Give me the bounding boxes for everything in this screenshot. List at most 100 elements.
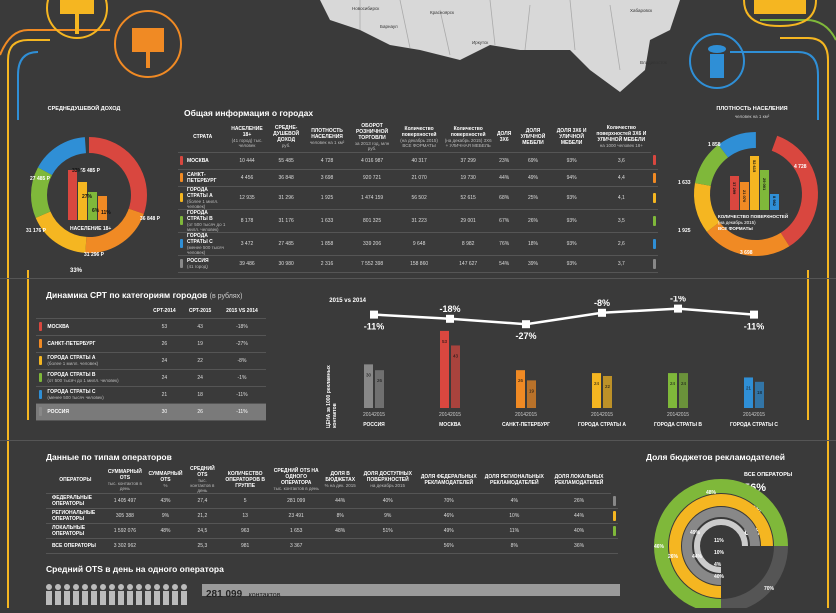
col-sub: на 1000 человек 18+ (599, 143, 643, 149)
table-cell: 2 316 (305, 255, 349, 273)
table-cell: 9% (359, 508, 417, 524)
table-cell: -11% (217, 386, 266, 404)
density-title: ПЛОТНОСТЬ НАСЕЛЕНИЯ (716, 106, 788, 112)
map-city: Хабаровск (630, 8, 653, 13)
cpt-bar-label: 22 (605, 384, 611, 389)
table-cell: 27,4 (185, 493, 219, 509)
table-row: РОССИЯ 30 26 -11% (36, 403, 266, 421)
table-cell: 18% (514, 232, 552, 256)
table-cell: 69% (514, 152, 552, 170)
col-sub: (41 город) тыс. человек (231, 137, 263, 148)
col-title: Количество поверхностей 3Х6 И УЛИЧНОЙ МЕ… (596, 125, 647, 144)
table-cell: 67% (493, 209, 515, 233)
density-ring-label: 3 698 (740, 250, 753, 256)
table-cell: 93% (551, 209, 592, 233)
table-row: ФЕДЕРАЛЬНЫЕ ОПЕРАТОРЫ 1 405 497 43% 27,4 5 28… (46, 493, 618, 509)
table-cell: 147 627 (442, 255, 494, 273)
budget-ring-label: 48% (706, 490, 717, 496)
row-name: МОСКВА (185, 152, 228, 170)
table-row: ГОРОДА СТРАТЫ С (менее 500 тысяч человек)… (36, 386, 266, 404)
cpt-bar-2015 (679, 373, 688, 408)
cpt-bar-label: 53 (442, 339, 448, 344)
cpt-bar-2015 (375, 370, 384, 408)
table-cell: 24 (182, 369, 218, 387)
trend-label: 2015 vs 2014 (329, 298, 366, 304)
density-center-1: КОЛИЧЕСТВО ПОВЕРХНОСТЕЙ (718, 214, 789, 219)
row-name: РОССИЯ (45, 403, 147, 421)
year-label: 2014 (439, 412, 450, 418)
cities-col-header: ДОЛЯ 3Х6 И УЛИЧНОЙ МЕБЕЛИ (551, 122, 592, 153)
row-color-marker (612, 495, 616, 506)
row-name: РЕГИОНАЛЬНЫЕ ОПЕРАТОРЫ (50, 508, 105, 524)
ops-col-header: ДОЛЯ ЛОКАЛЬНЫХ РЕКЛАМОДАТЕЛЕЙ (547, 466, 611, 494)
trend-point (522, 320, 530, 329)
col-title: ДОЛЯ УЛИЧНОЙ МЕБЕЛИ (520, 127, 546, 146)
row-marker (46, 538, 50, 554)
map-city: Иркутск (472, 40, 489, 45)
cities-col-header: НАСЕЛЕНИЕ 18+ (41 город) тыс. человек (227, 122, 267, 153)
density-ring-label: 1 633 (678, 180, 691, 186)
table-cell: 10 444 (227, 152, 267, 170)
cpt-bar-2014 (516, 370, 525, 408)
cpt-col-header: 2015 VS 2014 (217, 304, 266, 319)
table-cell: 30 980 (266, 255, 306, 273)
ots-bar: 281 099 контактов (202, 584, 620, 600)
divider (0, 440, 836, 441)
row-name: ЛОКАЛЬНЫЕ ОПЕРАТОРЫ (50, 523, 105, 539)
col-title: Количество поверхностей (401, 125, 437, 138)
table-cell: 44% (493, 169, 515, 187)
row-end-marker (610, 493, 618, 509)
person-icon (163, 584, 169, 605)
table-cell: 25,3 (185, 538, 219, 554)
year-label: 2014 (743, 412, 754, 418)
table-cell: 18 (182, 386, 218, 404)
row-sublabel: (менее 500 тысяч человек) (47, 395, 104, 400)
cpt-bar-label: 26 (377, 378, 383, 383)
row-color-marker (180, 156, 183, 165)
trend-point (674, 304, 682, 313)
row-label: РОССИЯ (47, 408, 69, 415)
row-color-marker (39, 390, 43, 399)
budget-ring-label: 26% (668, 554, 679, 560)
table-cell: 3,5 (591, 209, 651, 233)
table-cell: 1 858 (305, 232, 349, 256)
row-end-marker (650, 232, 658, 256)
density-bar-label: 52 615 (752, 160, 757, 173)
category-label: РОССИЯ (363, 422, 385, 428)
person-icon (181, 584, 187, 605)
cities-col-header: ОБОРОТ РОЗНИЧНОЙ ТОРГОВЛИ за 2013 год, мл… (348, 122, 396, 153)
row-marker (36, 352, 46, 370)
budget-ring-label: 44% (692, 554, 703, 560)
budgets-chart: Доля бюджетов рекламодателей ВСЕ ОПЕРАТО… (640, 446, 836, 608)
row-sublabel: (более 1 милл. человек) (47, 361, 99, 366)
table-cell: 158 860 (395, 255, 443, 273)
table-cell: 1 405 497 (104, 493, 146, 509)
row-color-marker (652, 258, 656, 269)
row-end-marker (650, 186, 658, 210)
ops-col-header: ДОЛЯ ФЕДЕРАЛЬНЫХ РЕКЛАМОДАТЕЛЕЙ (416, 466, 482, 494)
table-cell: 68% (493, 186, 515, 210)
table-cell: 3 302 962 (104, 538, 146, 554)
row-sublabel: (41 город) (187, 264, 208, 269)
col-title: Количество поверхностей (450, 125, 486, 138)
density-sub: человек на 1 км² (734, 114, 770, 119)
table-cell: 39% (514, 255, 552, 273)
row-marker (36, 386, 46, 404)
table-cell: 26% (547, 493, 611, 509)
ots-value: 281 099 (206, 589, 243, 600)
ops-col-header: КОЛИЧЕСТВО ОПЕРАТОРОВ В ГРУППЕ (218, 466, 272, 494)
table-cell: 2,6 (591, 232, 651, 256)
row-label: ГОРОДА СТРАТЫ А (47, 355, 96, 361)
table-row: ГОРОДА СТРАТЫ В (от 500 тысяч до 1 милл. … (36, 369, 266, 387)
row-marker (46, 493, 50, 509)
table-row: ВСЕ ОПЕРАТОРЫ 3 302 962 25,3 981 3 367 56% 8% 3… (46, 538, 618, 554)
table-cell: 8% (321, 508, 360, 524)
col-sub: % на дек. 2015 (324, 483, 356, 488)
cpt-bar-label: 24 (670, 381, 676, 386)
trend-point (446, 314, 454, 323)
budget-ring-label: 46% (654, 544, 665, 550)
col-sub: (на декабрь 2015) ВСЕ ФОРМАТЫ (400, 137, 438, 148)
row-name: ГОРОДА СТРАТЫ С (менее 500 тысяч человек) (185, 232, 228, 256)
divider (0, 278, 836, 279)
operators-title: Данные по типам операторов (46, 452, 172, 462)
